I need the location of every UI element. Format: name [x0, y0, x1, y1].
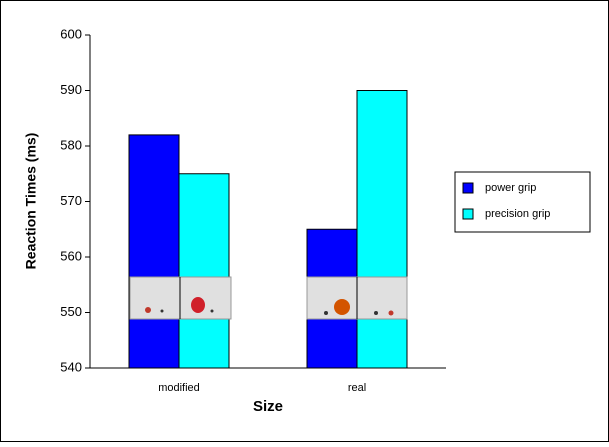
y-axis-title: Reaction Times (ms) — [23, 133, 39, 270]
y-tick-label: 600 — [60, 26, 82, 41]
y-tick-label: 550 — [60, 304, 82, 319]
fruit-icon — [374, 311, 378, 315]
fruit-icon — [161, 310, 164, 313]
bar — [129, 135, 179, 368]
fruit-icon — [334, 299, 350, 315]
y-tick-label: 560 — [60, 248, 82, 263]
legend-swatch — [463, 209, 473, 219]
legend-swatch — [463, 183, 473, 193]
legend-label: precision grip — [485, 208, 550, 220]
fruit-icon — [324, 311, 328, 315]
y-tick-label: 580 — [60, 137, 82, 152]
bar — [357, 91, 407, 369]
legend-label: power grip — [485, 182, 536, 194]
fruit-icon — [191, 297, 205, 313]
y-tick-label: 540 — [60, 359, 82, 374]
fruit-icon — [211, 310, 214, 313]
y-tick-label: 590 — [60, 82, 82, 97]
chart: Reaction Times (ms) Size power grip preci… — [0, 0, 609, 442]
x-tick-label: modified — [158, 382, 200, 394]
x-tick-label: real — [348, 382, 366, 394]
bar — [179, 174, 229, 368]
fruit-icon — [145, 307, 151, 313]
fruit-icon — [389, 311, 394, 316]
y-tick-label: 570 — [60, 193, 82, 208]
x-axis-title: Size — [253, 398, 283, 415]
